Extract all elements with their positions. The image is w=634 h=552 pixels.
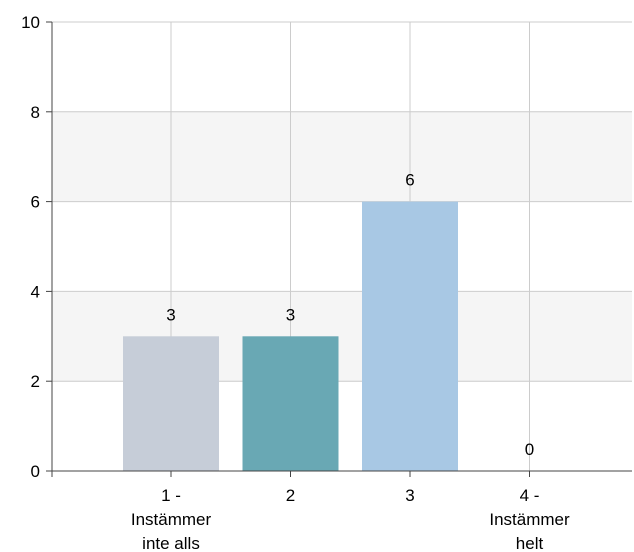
- x-tick-label: 1 - Instämmer inte alls: [131, 486, 212, 552]
- bars: [123, 201, 458, 471]
- y-tick-label: 8: [31, 103, 40, 122]
- bar: [362, 201, 458, 471]
- x-tick-label-line: inte alls: [142, 534, 200, 552]
- background-bands: [52, 21, 632, 382]
- y-tick-label: 10: [21, 13, 40, 32]
- x-tick-label-line: 4 -: [520, 486, 540, 505]
- bar: [123, 336, 219, 471]
- x-tick-labels: 1 - Instämmer inte alls 2 3 4 - Instämmer helt: [131, 486, 570, 552]
- x-tick-label-line: 1 -: [161, 486, 181, 505]
- y-tick-label: 4: [31, 282, 40, 301]
- bar: [242, 336, 339, 471]
- x-tick-label-line: 3: [405, 486, 414, 505]
- x-tick-label-line: Instämmer: [489, 510, 570, 529]
- background-band: [52, 111, 632, 202]
- x-tick-label: 4 - Instämmer helt: [489, 486, 570, 552]
- x-tick-label-line: helt: [516, 534, 544, 552]
- data-label: 3: [286, 305, 295, 324]
- data-label: 3: [166, 305, 175, 324]
- x-tick-label: 3: [405, 486, 414, 505]
- axes: [46, 21, 632, 477]
- x-tick-label-line: Instämmer: [131, 510, 212, 529]
- y-tick-labels: 0 2 4 6 8 10: [21, 13, 40, 481]
- y-tick-label: 6: [31, 193, 40, 212]
- data-label: 0: [525, 440, 534, 459]
- vertical-gridlines: [170, 22, 530, 471]
- data-label: 6: [405, 171, 414, 190]
- y-tick-label: 2: [31, 372, 40, 391]
- x-tick-label-line: 2: [286, 486, 295, 505]
- x-tick-label: 2: [286, 486, 295, 505]
- y-tick-label: 0: [31, 462, 40, 481]
- data-labels: 3 3 6 0: [166, 171, 534, 459]
